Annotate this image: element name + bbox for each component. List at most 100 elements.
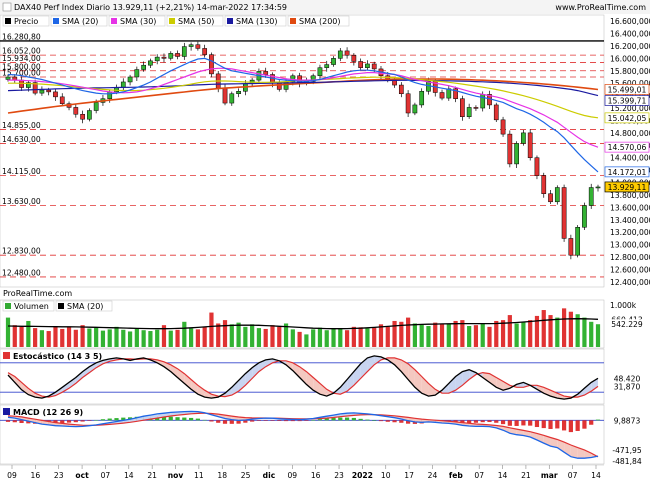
sma20-line bbox=[7, 57, 599, 173]
candle-body bbox=[168, 53, 174, 59]
candle-body bbox=[87, 110, 92, 120]
candle bbox=[59, 93, 65, 106]
candle-body bbox=[202, 48, 208, 55]
macd-pane[interactable] bbox=[0, 404, 605, 465]
candle bbox=[161, 53, 167, 63]
macd-histogram-bar bbox=[406, 420, 411, 424]
candle-body bbox=[188, 44, 194, 47]
time-tick-label: mar bbox=[541, 471, 558, 480]
macd-histogram-bar bbox=[358, 418, 363, 421]
last-value-sma50 bbox=[604, 112, 650, 124]
volume-sma20-line bbox=[7, 318, 599, 330]
stoch-fill bbox=[204, 390, 212, 399]
macd-histogram-bar bbox=[568, 420, 573, 433]
stoch-fill bbox=[89, 362, 97, 373]
price-tick-label: 13.800,000 bbox=[610, 191, 650, 200]
candle-body bbox=[263, 71, 269, 75]
price-legend-item[interactable] bbox=[2, 15, 50, 27]
volume-pane[interactable] bbox=[0, 299, 605, 349]
price-legend-item[interactable] bbox=[166, 15, 224, 27]
time-tick-label: feb bbox=[449, 471, 463, 480]
stochastic-pane[interactable] bbox=[0, 348, 605, 405]
level-label: 15.800,00 bbox=[2, 62, 41, 71]
price-legend-label: SMA (200) bbox=[299, 17, 341, 26]
stoch-fill bbox=[503, 381, 510, 391]
header: DAX40 Perf Index Diario 13.929,11 (+2,21… bbox=[0, 0, 650, 14]
candle bbox=[188, 42, 194, 51]
candle-body bbox=[148, 60, 153, 66]
volume-bar bbox=[487, 326, 492, 347]
candle bbox=[134, 66, 140, 82]
price-tick-label: 12.800,000 bbox=[610, 253, 650, 262]
time-tick-label: 09 bbox=[7, 471, 17, 480]
volume-bar bbox=[168, 330, 173, 347]
volume-bar bbox=[270, 325, 275, 347]
candle bbox=[317, 64, 323, 80]
volume-bar bbox=[94, 327, 99, 347]
volume-bar bbox=[568, 311, 573, 347]
level-label: 12.830,00 bbox=[2, 247, 41, 256]
candle-body bbox=[53, 91, 58, 98]
volume-bar bbox=[60, 328, 65, 347]
macd-histogram-bar bbox=[500, 420, 506, 425]
volume-legend-label: Volumen bbox=[14, 302, 49, 311]
price-legend-label: SMA (130) bbox=[236, 17, 278, 26]
volume-legend-item[interactable] bbox=[55, 300, 113, 312]
candle-body bbox=[344, 50, 350, 56]
candle-body bbox=[412, 104, 418, 114]
volume-bar bbox=[182, 321, 187, 347]
price-legend-item[interactable] bbox=[287, 15, 350, 27]
candle bbox=[446, 85, 452, 101]
candle-body bbox=[575, 227, 581, 256]
level-label: 14.855,00 bbox=[2, 121, 41, 130]
macd-histogram-bar bbox=[73, 420, 78, 423]
candle-body bbox=[229, 93, 235, 104]
candle-body bbox=[507, 133, 513, 165]
volume-bar bbox=[317, 327, 323, 347]
candle-body bbox=[209, 54, 214, 75]
candle-body bbox=[32, 82, 38, 94]
candle-body bbox=[568, 238, 574, 256]
price-pane[interactable]: 16.280,80 16.052,0015.934,0015.800,0015.7… bbox=[0, 14, 605, 288]
volume-legend-item[interactable] bbox=[2, 300, 55, 312]
chart-title: DAX40 Perf Index Diario 13.929,11 (+2,21… bbox=[14, 3, 287, 12]
macd-histogram-bar bbox=[331, 417, 336, 421]
stoch-fill bbox=[258, 359, 266, 372]
candle bbox=[405, 90, 411, 118]
stoch-fill bbox=[286, 360, 293, 371]
candle bbox=[507, 130, 513, 168]
price-tick-label: 12.400,000 bbox=[610, 278, 650, 287]
time-tick-label: 14 bbox=[591, 471, 601, 480]
macd-histogram-bar bbox=[555, 420, 560, 429]
price-legend-item[interactable] bbox=[224, 15, 287, 27]
last-value-sma30-label: 14.570,06 bbox=[608, 143, 647, 152]
brand-label: www.ProRealTime.com bbox=[555, 3, 646, 12]
candle-body bbox=[25, 82, 31, 88]
volume-bar bbox=[575, 314, 580, 347]
stoch-fill bbox=[455, 371, 463, 391]
candle-body bbox=[358, 61, 363, 68]
candle bbox=[324, 60, 330, 72]
macd-histogram-bar bbox=[80, 420, 85, 422]
volume-bar bbox=[446, 323, 451, 347]
candle-body bbox=[59, 96, 65, 104]
candle bbox=[588, 183, 594, 209]
candle-body bbox=[480, 94, 486, 109]
candle-body bbox=[534, 157, 540, 176]
macd-histogram-bar bbox=[236, 420, 241, 424]
volume-bar bbox=[582, 317, 587, 347]
sma200-line bbox=[7, 78, 599, 114]
price-legend-item[interactable] bbox=[108, 15, 166, 27]
macd-histogram-bar bbox=[514, 420, 519, 426]
price-legend-item[interactable] bbox=[50, 15, 108, 27]
volume-bar bbox=[480, 323, 485, 347]
volume-bar bbox=[344, 330, 350, 347]
time-tick-label: 21 bbox=[147, 471, 157, 480]
chart-menu-icon[interactable] bbox=[2, 2, 12, 12]
macd-histogram-bar bbox=[595, 419, 601, 421]
volume-bar bbox=[385, 326, 390, 347]
price-legend: Precio SMA (20) SMA (30) SMA (50) SMA (130) S… bbox=[2, 15, 350, 27]
volume-tick-label: 1.000k bbox=[610, 301, 637, 310]
volume-bar bbox=[378, 324, 384, 347]
